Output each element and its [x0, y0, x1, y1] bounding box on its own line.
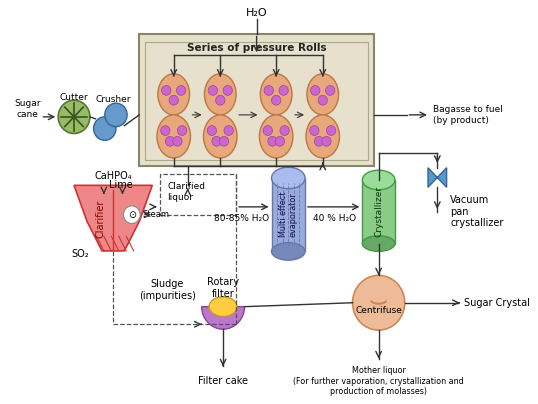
- Text: Multi effect
evaporator: Multi effect evaporator: [279, 192, 298, 238]
- Text: Crusher: Crusher: [95, 95, 131, 104]
- Ellipse shape: [362, 170, 395, 190]
- Text: 40 % H₂O: 40 % H₂O: [313, 214, 356, 223]
- Circle shape: [325, 86, 335, 95]
- Text: Clarifier: Clarifier: [95, 200, 105, 238]
- Circle shape: [264, 86, 273, 95]
- Bar: [272, 178, 305, 251]
- Ellipse shape: [259, 115, 293, 158]
- Circle shape: [279, 86, 288, 95]
- Text: Cutter: Cutter: [60, 93, 88, 102]
- Circle shape: [212, 137, 221, 146]
- Circle shape: [173, 137, 182, 146]
- Ellipse shape: [306, 115, 339, 158]
- Circle shape: [224, 126, 233, 135]
- Circle shape: [176, 86, 186, 95]
- Text: Sugar
cane: Sugar cane: [14, 99, 41, 119]
- Circle shape: [178, 126, 187, 135]
- Text: Mother liquor
(For further vaporation, crystallization and
production of molasse: Mother liquor (For further vaporation, c…: [293, 366, 464, 396]
- Text: H₂O: H₂O: [246, 8, 267, 18]
- Text: Bagasse to fuel
(by product): Bagasse to fuel (by product): [433, 105, 502, 124]
- Circle shape: [327, 126, 336, 135]
- Circle shape: [268, 137, 277, 146]
- Text: SO₂: SO₂: [72, 249, 89, 259]
- Circle shape: [94, 117, 116, 140]
- Ellipse shape: [307, 74, 338, 115]
- Ellipse shape: [157, 115, 190, 158]
- Circle shape: [314, 137, 324, 146]
- Circle shape: [318, 95, 328, 105]
- Text: Lime: Lime: [109, 180, 132, 190]
- Polygon shape: [428, 168, 447, 187]
- Circle shape: [58, 100, 90, 133]
- Ellipse shape: [203, 115, 237, 158]
- Ellipse shape: [158, 74, 189, 115]
- Ellipse shape: [272, 242, 305, 260]
- Ellipse shape: [260, 74, 292, 115]
- Text: Filter cake: Filter cake: [198, 376, 248, 386]
- Circle shape: [352, 276, 405, 330]
- Text: Sludge
(impurities): Sludge (impurities): [139, 279, 196, 301]
- Bar: [160, 174, 236, 215]
- Circle shape: [310, 126, 319, 135]
- Circle shape: [123, 206, 140, 223]
- Text: CaHPO₄: CaHPO₄: [94, 170, 132, 181]
- Circle shape: [280, 126, 289, 135]
- Circle shape: [208, 86, 217, 95]
- Circle shape: [169, 95, 179, 105]
- Circle shape: [161, 86, 171, 95]
- Circle shape: [216, 95, 225, 105]
- Circle shape: [207, 126, 217, 135]
- Bar: [145, 42, 369, 160]
- Circle shape: [263, 126, 272, 135]
- Ellipse shape: [209, 297, 237, 316]
- Ellipse shape: [204, 74, 236, 115]
- Circle shape: [220, 137, 229, 146]
- Circle shape: [223, 86, 232, 95]
- Text: Steam: Steam: [142, 210, 169, 219]
- Bar: [362, 180, 395, 244]
- Text: Series of pressure Rolls: Series of pressure Rolls: [187, 43, 327, 53]
- Text: Sugar Crystal: Sugar Crystal: [464, 298, 530, 308]
- Text: Crystallizer: Crystallizer: [374, 186, 383, 237]
- Circle shape: [105, 103, 127, 126]
- Text: Rotary
filter: Rotary filter: [207, 277, 239, 299]
- Text: 80-85% H₂O: 80-85% H₂O: [214, 214, 269, 223]
- Text: Vacuum
pan
crystallizer: Vacuum pan crystallizer: [450, 195, 504, 228]
- Circle shape: [275, 137, 285, 146]
- Circle shape: [165, 137, 175, 146]
- Circle shape: [322, 137, 331, 146]
- Ellipse shape: [272, 167, 305, 189]
- Wedge shape: [202, 307, 244, 329]
- Circle shape: [161, 126, 170, 135]
- Text: Clarified
liquor: Clarified liquor: [167, 183, 205, 202]
- Circle shape: [310, 86, 320, 95]
- Text: Centrifuse: Centrifuse: [355, 306, 402, 315]
- Text: ⊙: ⊙: [128, 210, 136, 220]
- Ellipse shape: [362, 236, 395, 251]
- Polygon shape: [74, 185, 152, 251]
- Circle shape: [272, 95, 281, 105]
- Bar: [139, 34, 374, 166]
